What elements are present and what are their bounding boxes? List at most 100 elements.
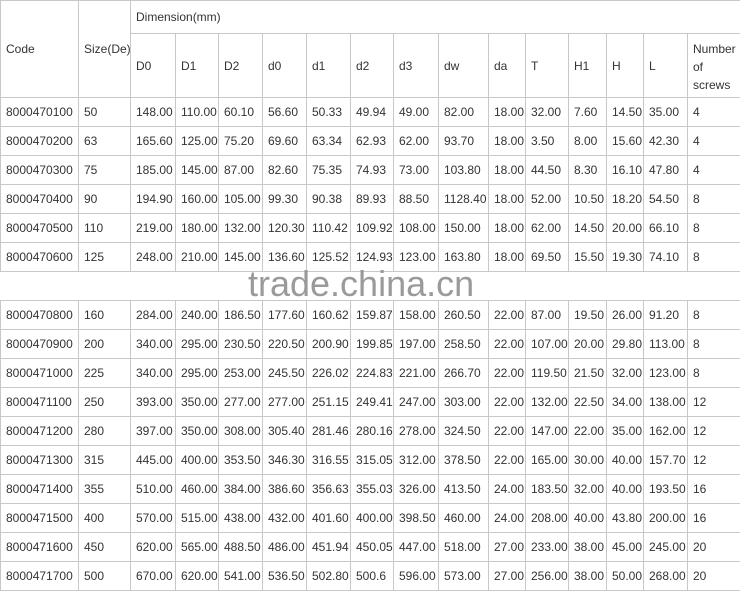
table-cell: 445.00 bbox=[130, 445, 176, 475]
table-cell: 596.00 bbox=[393, 561, 439, 591]
table-cell: 316.55 bbox=[306, 445, 351, 475]
table-cell: 32.00 bbox=[568, 474, 607, 504]
table-cell: 570.00 bbox=[130, 503, 176, 533]
table-cell: 22.00 bbox=[488, 387, 526, 417]
table-cell: 400 bbox=[78, 503, 131, 533]
table-cell: 75.35 bbox=[306, 155, 351, 185]
table-cell: 162.00 bbox=[643, 416, 688, 446]
table-cell: 219.00 bbox=[130, 213, 176, 243]
table-cell: 14.50 bbox=[568, 213, 607, 243]
table-cell: 60.10 bbox=[218, 97, 263, 127]
table-cell: 488.50 bbox=[218, 532, 263, 562]
table-cell: 108.00 bbox=[393, 213, 439, 243]
table-cell: 63.34 bbox=[306, 126, 351, 156]
table-cell: 15.50 bbox=[568, 242, 607, 272]
table-cell: 200.00 bbox=[643, 503, 688, 533]
table-cell: 163.80 bbox=[438, 242, 489, 272]
table-cell: 197.00 bbox=[393, 329, 439, 359]
table-cell: 386.60 bbox=[262, 474, 307, 504]
header-col-4: d1 bbox=[306, 33, 351, 98]
table-row: 8000470600 125 248.00 210.00 145.00 136.60 125… bbox=[0, 242, 740, 272]
table-cell: 353.50 bbox=[218, 445, 263, 475]
table-cell: 460.00 bbox=[175, 474, 219, 504]
table-cell: 224.83 bbox=[350, 358, 394, 388]
table-cell: 315.05 bbox=[350, 445, 394, 475]
table-cell: 8 bbox=[686, 329, 740, 359]
table-cell: 8000471100 bbox=[0, 387, 79, 417]
header-size: Size(De) bbox=[78, 0, 131, 98]
table-row: 8000470500 110 219.00 180.00 132.00 120.30 110… bbox=[0, 213, 740, 243]
header-col-11: H bbox=[606, 33, 644, 98]
table-cell: 401.60 bbox=[306, 503, 351, 533]
table-cell: 22.00 bbox=[488, 300, 526, 330]
table-cell: 87.00 bbox=[218, 155, 263, 185]
table-cell: 43.80 bbox=[606, 503, 644, 533]
table-cell: 398.50 bbox=[393, 503, 439, 533]
table-cell: 8000470500 bbox=[0, 213, 79, 243]
table-cell: 19.30 bbox=[606, 242, 644, 272]
header-col-13: Number of screws bbox=[686, 33, 740, 98]
table-cell: 180.00 bbox=[175, 213, 219, 243]
table-cell: 157.70 bbox=[643, 445, 688, 475]
table-cell: 4 bbox=[686, 155, 740, 185]
table-cell: 124.93 bbox=[350, 242, 394, 272]
table-cell: 69.50 bbox=[525, 242, 569, 272]
table-cell: 145.00 bbox=[175, 155, 219, 185]
table-cell: 8000471500 bbox=[0, 503, 79, 533]
header-col-2: D2 bbox=[218, 33, 263, 98]
table-cell: 34.00 bbox=[606, 387, 644, 417]
table-cell: 502.80 bbox=[306, 561, 351, 591]
table-cell: 3.50 bbox=[525, 126, 569, 156]
table-cell: 350.00 bbox=[175, 416, 219, 446]
table-cell: 253.00 bbox=[218, 358, 263, 388]
table-cell: 620.00 bbox=[130, 532, 176, 562]
table-row: 8000471300 315 445.00 400.00 353.50 346.30 316… bbox=[0, 445, 740, 475]
table-cell: 500 bbox=[78, 561, 131, 591]
header-code: Code bbox=[0, 0, 79, 98]
table-cell: 138.00 bbox=[643, 387, 688, 417]
table-cell: 22.00 bbox=[488, 445, 526, 475]
table-row: 8000470900 200 340.00 295.00 230.50 220.50 200… bbox=[0, 329, 740, 359]
table-cell: 16 bbox=[686, 503, 740, 533]
table-cell: 221.00 bbox=[393, 358, 439, 388]
table-cell: 50.33 bbox=[306, 97, 351, 127]
table-cell: 160.62 bbox=[306, 300, 351, 330]
table-cell: 240.00 bbox=[175, 300, 219, 330]
table-cell: 245.00 bbox=[643, 532, 688, 562]
table-cell: 54.50 bbox=[643, 184, 688, 214]
table-cell: 277.00 bbox=[218, 387, 263, 417]
table-cell: 346.30 bbox=[262, 445, 307, 475]
table-cell: 8.00 bbox=[568, 126, 607, 156]
table-cell: 105.00 bbox=[218, 184, 263, 214]
table-cell: 20 bbox=[686, 561, 740, 591]
table-cell: 278.00 bbox=[393, 416, 439, 446]
table-cell: 281.46 bbox=[306, 416, 351, 446]
table-cell: 200.90 bbox=[306, 329, 351, 359]
table-cell: 109.92 bbox=[350, 213, 394, 243]
table-cell: 8000470800 bbox=[0, 300, 79, 330]
table-cell: 199.85 bbox=[350, 329, 394, 359]
table-cell: 210.00 bbox=[175, 242, 219, 272]
table-cell: 256.00 bbox=[525, 561, 569, 591]
table-cell: 18.20 bbox=[606, 184, 644, 214]
table-cell: 356.63 bbox=[306, 474, 351, 504]
table-cell: 8 bbox=[686, 184, 740, 214]
table-cell: 4 bbox=[686, 126, 740, 156]
table-cell: 82.60 bbox=[262, 155, 307, 185]
header-dimension: Dimension(mm) bbox=[129, 0, 740, 34]
table-cell: 103.80 bbox=[438, 155, 489, 185]
table-cell: 4 bbox=[686, 97, 740, 127]
table-cell: 32.00 bbox=[525, 97, 569, 127]
table-cell: 110.42 bbox=[306, 213, 351, 243]
table-row: 8000471400 355 510.00 460.00 384.00 386.60 356… bbox=[0, 474, 740, 504]
table-cell: 295.00 bbox=[175, 329, 219, 359]
table-cell: 8000470400 bbox=[0, 184, 79, 214]
table-cell: 350.00 bbox=[175, 387, 219, 417]
table-cell: 315 bbox=[78, 445, 131, 475]
table-cell: 303.00 bbox=[438, 387, 489, 417]
table-cell: 110 bbox=[78, 213, 131, 243]
table-cell: 26.00 bbox=[606, 300, 644, 330]
header-col-10: H1 bbox=[568, 33, 607, 98]
table-cell: 8000470100 bbox=[0, 97, 79, 127]
